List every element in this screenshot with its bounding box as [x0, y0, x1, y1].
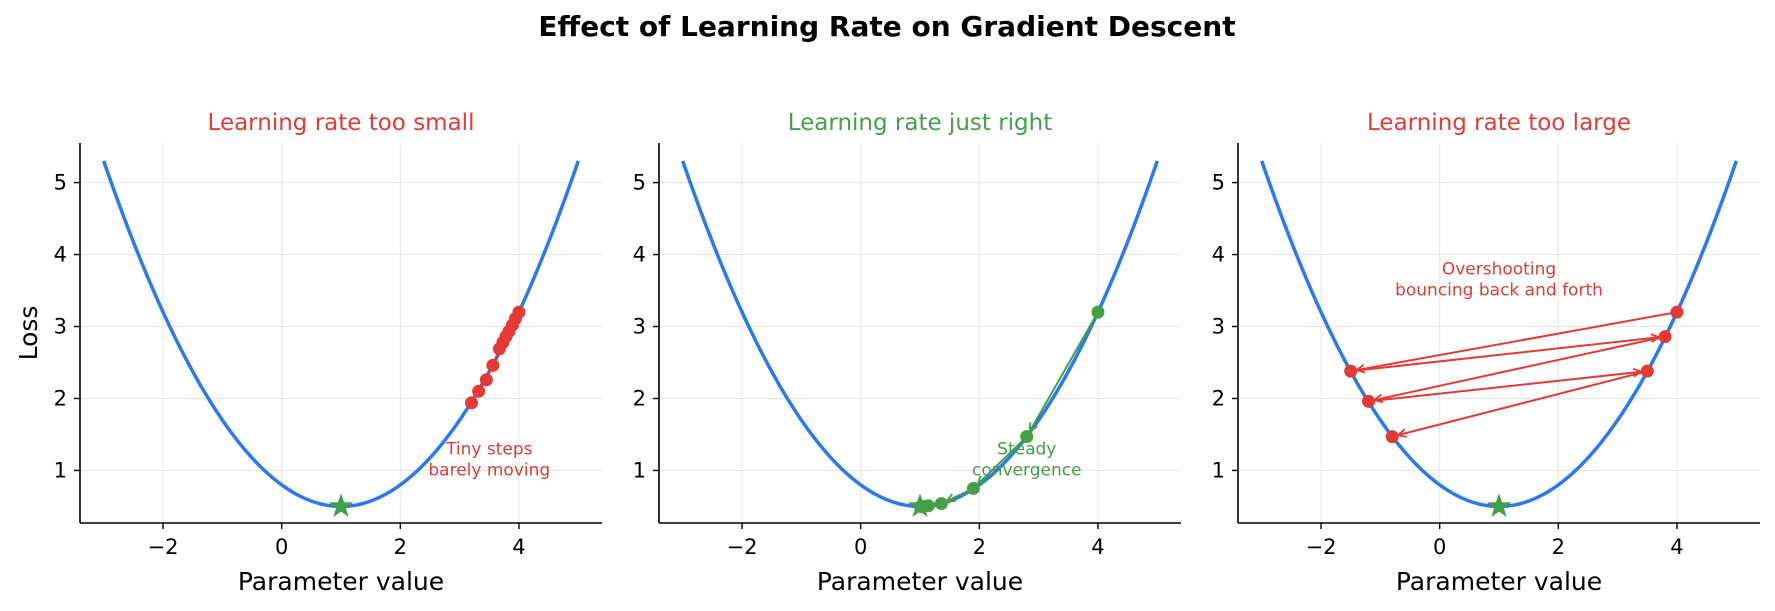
- step-arrow: [1357, 312, 1672, 370]
- step-point: [465, 396, 478, 410]
- y-tick-label: 5: [1212, 171, 1225, 195]
- step-point: [1670, 305, 1684, 319]
- minimum-star-marker: [1486, 493, 1512, 517]
- step-arrow: [1356, 337, 1659, 372]
- step-arrow: [978, 440, 1024, 484]
- step-point: [1091, 305, 1105, 319]
- x-tick-label: 4: [1670, 535, 1683, 559]
- y-tick-label: 5: [633, 171, 646, 195]
- y-tick-label: 3: [633, 315, 646, 339]
- step-point: [1020, 430, 1034, 444]
- step-point: [472, 384, 486, 398]
- x-tick-label: 4: [512, 535, 525, 559]
- y-tick-label: 2: [54, 386, 67, 410]
- step-point: [1362, 394, 1375, 408]
- x-tick-label: 2: [973, 535, 986, 559]
- y-tick-label: 2: [633, 386, 646, 410]
- x-tick-label: −2: [1306, 535, 1337, 559]
- annotation-line: convergence: [972, 461, 1082, 481]
- step-point: [486, 358, 500, 372]
- annotation-line: Overshooting: [1442, 259, 1556, 279]
- annotation-text: Tiny steps barely moving: [428, 439, 550, 480]
- x-tick-label: −2: [727, 535, 758, 559]
- chart-panels: Tiny steps barely moving −2 0 2 4 1 2 3 4 5 Paramet…: [14, 110, 1760, 596]
- annotation-line: bouncing back and forth: [1395, 281, 1603, 301]
- x-axis-label: Parameter value: [817, 567, 1023, 596]
- chart-panel-1: Tiny steps barely moving −2 0 2 4 1 2 3 4 5 Paramet…: [14, 110, 602, 596]
- step-point: [934, 497, 948, 511]
- step-arrow: [1374, 372, 1641, 402]
- figure-title: Effect of Learning Rate on Gradient Desc…: [538, 10, 1235, 43]
- step-point: [1658, 330, 1672, 344]
- x-tick-label: 2: [1552, 535, 1565, 559]
- minimum-star-marker: [328, 493, 354, 517]
- x-axis-label: Parameter value: [238, 567, 444, 596]
- annotation-line: Tiny steps: [445, 439, 533, 459]
- step-point: [479, 373, 493, 387]
- y-tick-label: 1: [54, 458, 67, 482]
- y-tick-label: 4: [54, 243, 67, 267]
- panel-title: Learning rate just right: [788, 110, 1053, 136]
- step-arrow: [1030, 316, 1096, 431]
- panel-title: Learning rate too large: [1367, 110, 1631, 136]
- x-tick-label: −2: [148, 535, 179, 559]
- step-point: [1344, 364, 1358, 378]
- annotation-text: Steady convergence: [972, 439, 1082, 480]
- y-tick-label: 4: [633, 243, 646, 267]
- y-tick-label: 5: [54, 171, 67, 195]
- step-arrow: [1374, 336, 1660, 400]
- step-point: [1385, 430, 1399, 444]
- step-point: [1640, 364, 1654, 378]
- panel-title: Learning rate too small: [208, 110, 475, 136]
- step-point: [492, 342, 506, 356]
- y-axis-label: Loss: [14, 306, 43, 361]
- x-axis-label: Parameter value: [1396, 567, 1602, 596]
- annotation-line: barely moving: [428, 461, 550, 481]
- x-tick-label: 0: [275, 535, 288, 559]
- y-tick-label: 4: [1212, 243, 1225, 267]
- step-arrow: [1398, 371, 1642, 436]
- y-tick-label: 3: [1212, 315, 1225, 339]
- x-tick-label: 0: [1433, 535, 1446, 559]
- annotation-line: Steady: [997, 439, 1056, 459]
- annotation-text: Overshooting bouncing back and forth: [1395, 259, 1603, 300]
- chart-panel-3: Overshooting bouncing back and forth −2 0 2 4…: [1212, 110, 1760, 596]
- x-tick-label: 2: [394, 535, 407, 559]
- chart-panel-2: Steady convergence −2 0 2 4 1 2 3 4 5 Parameter val…: [633, 110, 1181, 596]
- y-tick-label: 1: [1212, 458, 1225, 482]
- x-tick-label: 4: [1091, 535, 1104, 559]
- x-tick-label: 0: [854, 535, 867, 559]
- step-point: [966, 481, 980, 495]
- y-tick-label: 2: [1212, 386, 1225, 410]
- minimum-star-marker: [907, 493, 933, 517]
- y-tick-label: 1: [633, 458, 646, 482]
- y-tick-label: 3: [54, 315, 67, 339]
- step-arrow: [947, 490, 969, 501]
